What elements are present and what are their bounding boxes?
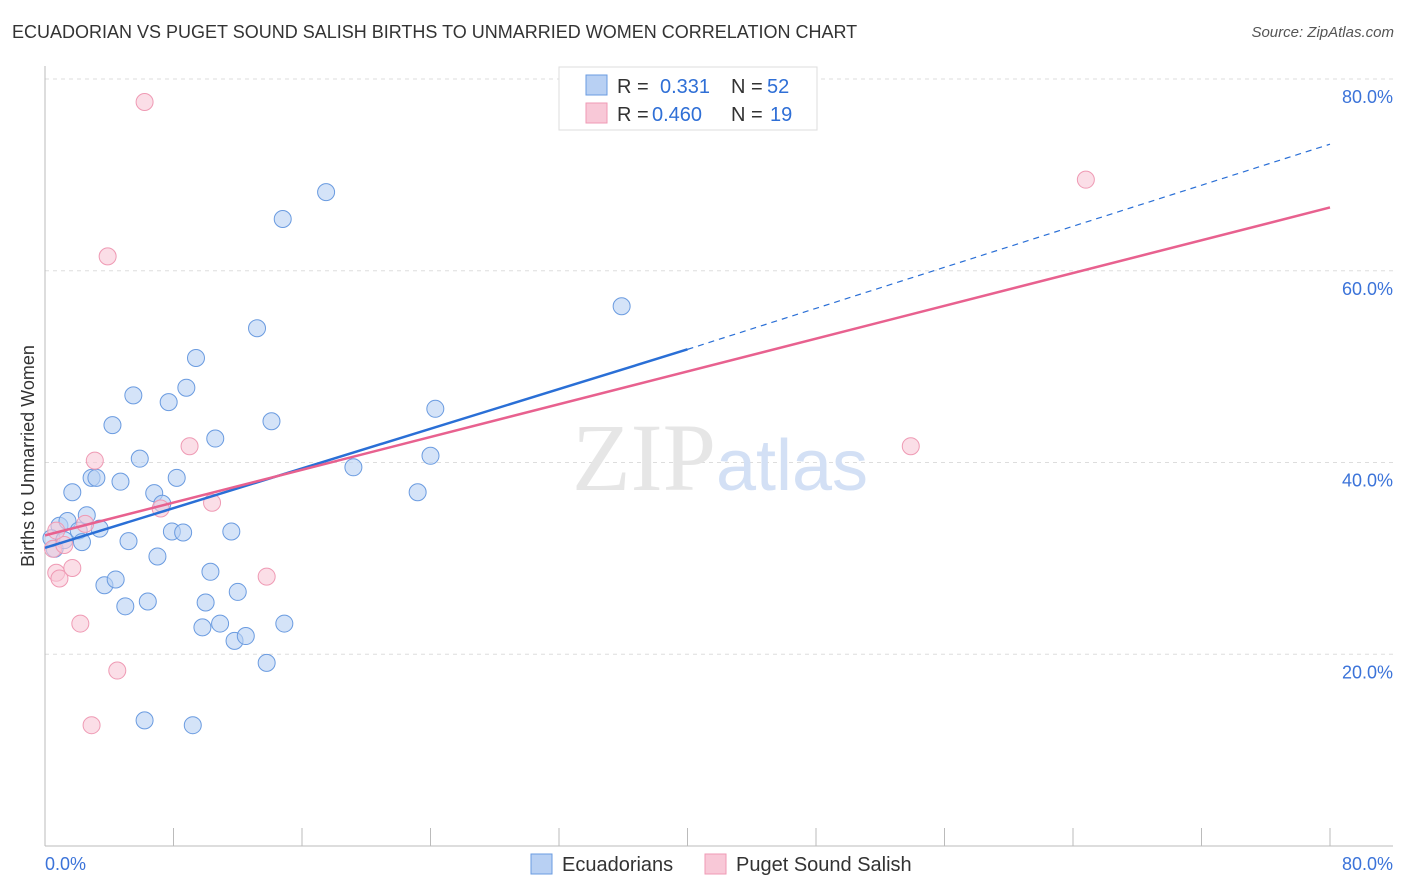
data-points	[42, 93, 1095, 735]
ecuadorians-point	[248, 319, 267, 338]
ecuadorians-point	[167, 468, 186, 487]
ecuadorians-point	[211, 614, 230, 633]
bottom-legend: Ecuadorians Puget Sound Salish	[530, 853, 912, 876]
legend-swatch-puget	[704, 853, 727, 875]
ecuadorians-point	[63, 483, 82, 502]
y-tick-label: 20.0%	[1342, 662, 1393, 682]
ecuadorians-point	[262, 412, 281, 431]
y-tick-label: 60.0%	[1342, 279, 1393, 299]
legend-r-label: R =	[617, 76, 649, 98]
gridlines	[45, 78, 1393, 655]
ecuadorians-point	[159, 393, 178, 412]
x-tick-label: 80.0%	[1342, 854, 1393, 874]
ecuadorians-point	[183, 716, 202, 735]
puget-sound-salish-point	[1076, 170, 1095, 189]
ecuadorians-point	[116, 597, 135, 616]
ecuadorians-point	[421, 446, 440, 465]
puget-sound-salish-point	[98, 247, 117, 266]
ecuadorians-point	[275, 614, 294, 633]
ecuadorians-point	[138, 592, 157, 611]
y-tick-label: 40.0%	[1342, 471, 1393, 491]
y-axis-label: Births to Unmarried Women	[18, 345, 38, 567]
y-tick-label: 80.0%	[1342, 87, 1393, 107]
legend-swatch-ecuadorians	[585, 74, 608, 96]
puget-sound-salish-point	[63, 558, 82, 577]
legend-swatch-puget	[585, 102, 608, 124]
puget-sound-salish-point	[50, 569, 69, 588]
ecuadorians-point	[130, 449, 149, 468]
ecuadorians-point	[236, 627, 255, 646]
puget-sound-salish-trend-line	[44, 206, 1331, 537]
ecuadorians-trend-line	[44, 348, 688, 550]
legend-r-value: 0.331	[660, 76, 710, 98]
ecuadorians-point	[148, 547, 167, 566]
ecuadorians-point	[206, 429, 225, 448]
legend-label-ecuadorians: Ecuadorians	[562, 854, 673, 876]
puget-sound-salish-point	[85, 451, 104, 470]
watermark: ZIPatlas	[572, 404, 868, 511]
ecuadorians-point	[426, 399, 445, 418]
x-tick-label: 0.0%	[45, 854, 86, 874]
ecuadorians-point	[201, 562, 220, 581]
legend-swatch-ecuadorians	[530, 853, 553, 875]
puget-sound-salish-point	[135, 93, 154, 112]
puget-sound-salish-point	[257, 567, 276, 586]
ecuadorians-point	[124, 386, 143, 405]
ecuadorians-point	[111, 472, 130, 491]
ecuadorians-point	[87, 468, 106, 487]
ecuadorians-point	[119, 532, 138, 551]
ecuadorians-point	[273, 209, 292, 228]
legend-r-label: R =	[617, 104, 649, 126]
ecuadorians-point	[193, 618, 212, 637]
puget-sound-salish-point	[180, 437, 199, 456]
ecuadorians-point	[174, 523, 193, 542]
ecuadorians-point	[135, 711, 154, 730]
ecuadorians-point	[196, 593, 215, 612]
puget-sound-salish-point	[901, 437, 920, 456]
legend-r-value: 0.460	[652, 104, 702, 126]
legend-stats: R = 0.331 N = 52 R = 0.460 N = 19	[558, 66, 818, 131]
ecuadorians-trend-line-extension	[687, 143, 1331, 350]
ecuadorians-point	[103, 416, 122, 435]
chart-source: Source: ZipAtlas.com	[1251, 24, 1394, 41]
ecuadorians-point	[222, 522, 241, 541]
ecuadorians-point	[344, 458, 363, 477]
legend-n-value: 19	[770, 104, 792, 126]
legend-n-value: 52	[767, 76, 789, 98]
trend-lines	[44, 143, 1331, 550]
ecuadorians-point	[408, 483, 427, 502]
ecuadorians-point	[317, 183, 336, 202]
puget-sound-salish-point	[82, 716, 101, 735]
ecuadorians-point	[177, 378, 196, 397]
puget-sound-salish-point	[71, 614, 90, 633]
ecuadorians-point	[228, 582, 247, 601]
axes	[44, 66, 1393, 847]
legend-n-label: N =	[731, 104, 763, 126]
ecuadorians-point	[186, 348, 205, 367]
ecuadorians-point	[257, 653, 276, 672]
legend-n-label: N =	[731, 76, 763, 98]
chart-title: ECUADORIAN VS PUGET SOUND SALISH BIRTHS …	[12, 22, 858, 42]
ecuadorians-point	[612, 297, 631, 316]
legend-label-puget: Puget Sound Salish	[736, 854, 912, 876]
ecuadorians-point	[106, 570, 125, 589]
puget-sound-salish-point	[108, 661, 127, 680]
